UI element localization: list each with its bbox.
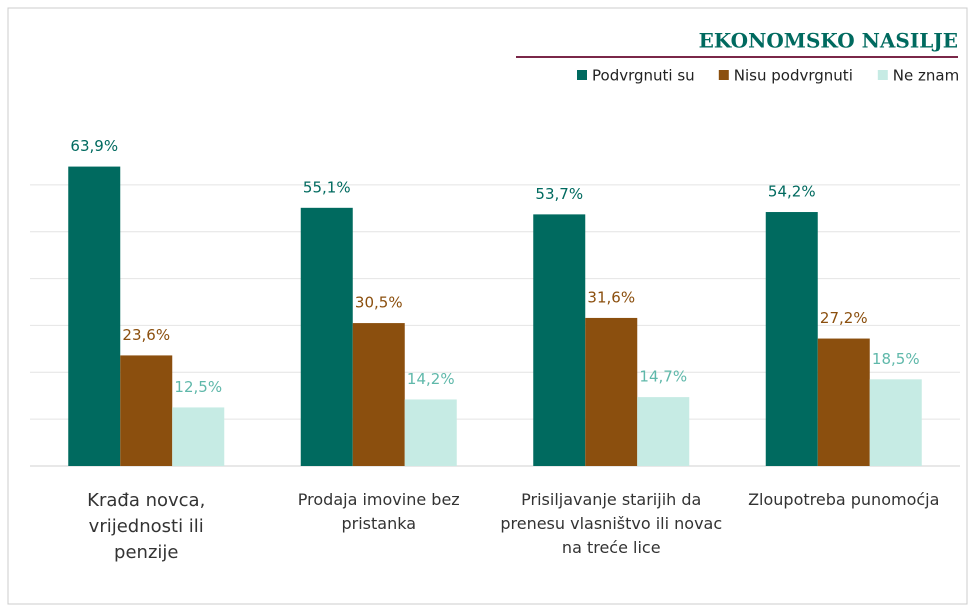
frame [7,7,968,605]
bar [817,338,870,466]
bar [120,355,173,466]
legend-label: Nisu podvrgnuti [734,67,853,85]
value-label: 14,2% [407,370,455,388]
bar [352,323,405,466]
bar [172,407,225,466]
value-label: 53,7% [535,185,583,203]
legend-swatch [718,70,729,80]
value-label: 63,9% [70,137,118,155]
chart-title: EKONOMSKO NASILJE [699,29,958,53]
bar [404,399,457,466]
legend-swatch [877,70,888,80]
x-tick-label: Zloupotreba punomoćja [748,490,940,509]
bar [585,317,638,466]
legend-swatch [577,70,587,80]
x-tick-label: Prisiljavanje starijih da prenesu vlasni… [500,490,723,557]
value-label: 30,5% [355,294,403,312]
value-label: 55,1% [303,178,351,196]
value-label: 14,7% [639,368,687,386]
bar [869,379,922,466]
value-label: 23,6% [122,326,170,344]
x-tick-label: Krađa novca, vrijednosti ili penzije [87,490,206,563]
legend-label: Ne znam [893,67,959,85]
value-label: 18,5% [872,350,920,368]
value-label: 27,2% [820,309,868,327]
bar [765,212,818,466]
value-label: 31,6% [587,288,635,306]
value-label: 54,2% [768,183,816,201]
bar [533,214,586,466]
x-tick-label: Prodaja imovine bez pristanka [297,490,460,533]
bar [68,166,121,466]
value-label: 12,5% [174,378,222,396]
bar [637,397,690,466]
legend-label: Podvrgnuti su [592,67,695,85]
bar [300,207,353,466]
